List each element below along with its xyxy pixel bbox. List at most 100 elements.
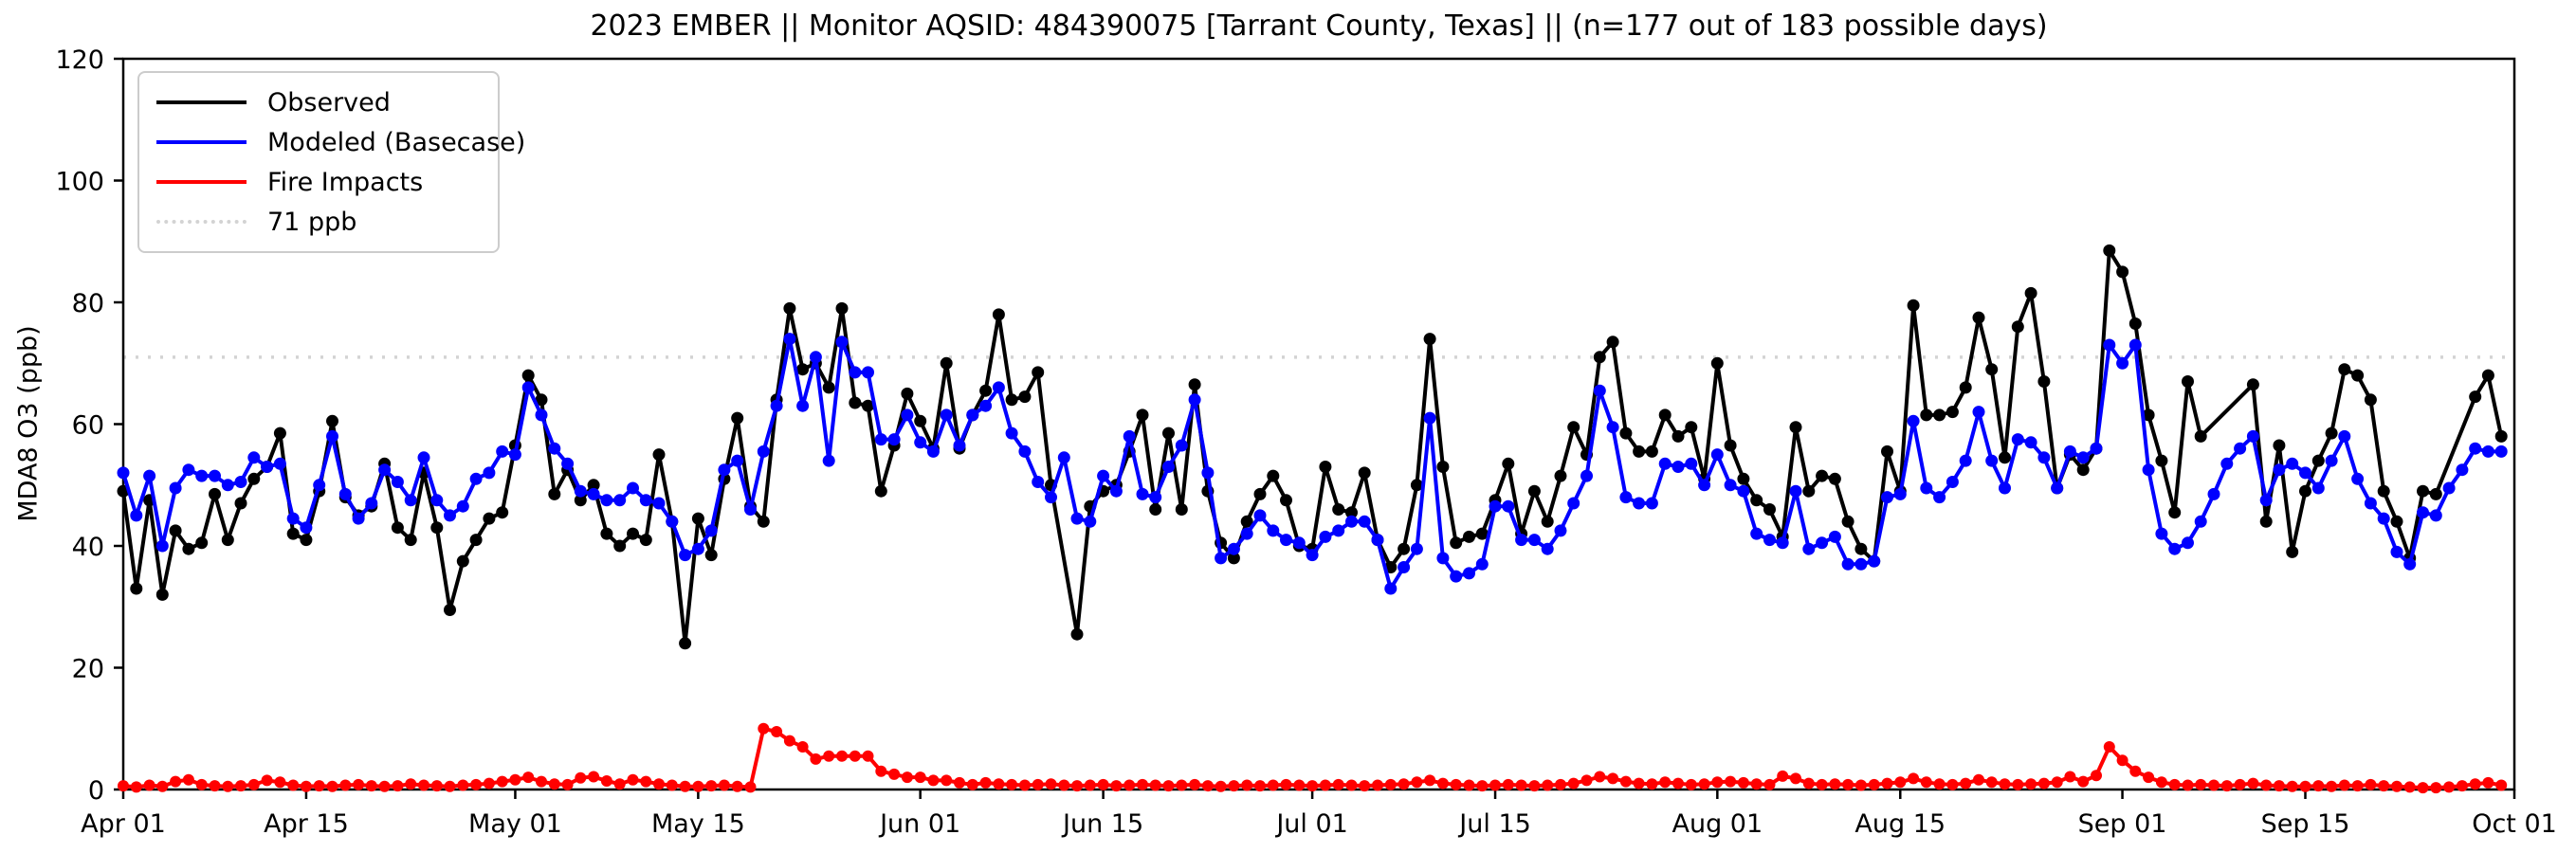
series-fire-impacts-point [731,780,743,792]
series-fire-impacts-point [392,780,404,792]
series-fire-impacts-point [1411,776,1423,789]
series-fire-impacts-point [2351,780,2364,792]
fire-line-swatch [156,180,247,184]
series-fire-impacts-point [2456,780,2468,792]
series-fire-impacts-point [2482,776,2494,789]
series-modeled-point [1332,524,1345,537]
series-observed-point [1737,472,1750,485]
series-modeled-point [1045,491,1057,504]
series-modeled-point [704,524,718,537]
series-modeled-point [1567,497,1580,510]
observed-line-swatch [156,100,247,104]
series-fire-impacts-point [1306,780,1319,792]
series-modeled-point [1893,487,1907,500]
series-fire-impacts-point [2064,771,2076,783]
series-modeled-point [1280,534,1292,547]
series-fire-impacts-point [1319,779,1331,791]
series-modeled-point [770,399,783,412]
y-tick-label: 0 [88,776,104,806]
series-modeled-point [1776,536,1789,550]
series-observed-point [182,542,195,555]
series-modeled-point [1188,393,1201,407]
series-observed-point [652,448,666,462]
series-observed-point [1450,536,1463,550]
series-observed-point [1398,542,1411,555]
series-fire-impacts-point [2273,780,2285,792]
series-observed-point [300,534,313,547]
series-observed-point [1005,393,1018,407]
series-fire-impacts-point [771,726,783,737]
series-fire-impacts-point [339,779,352,791]
series-observed-point [286,527,300,540]
series-modeled-point [822,454,835,467]
series-fire-impacts-point [1908,772,1920,785]
series-modeled-point [1724,479,1737,492]
series-fire-impacts-point [993,778,1005,790]
series-observed-point [2128,318,2142,330]
series-observed-point [679,637,692,650]
series-observed-point [1162,426,1175,440]
series-fire-impacts-point [1084,779,1096,791]
series-modeled-point [901,408,914,422]
series-modeled-point [365,497,378,510]
series-fire-impacts-point [1424,774,1436,787]
series-fire-impacts-point [1607,772,1619,785]
series-observed-point [1633,445,1646,458]
series-modeled-point [1645,497,1658,510]
series-observed-point [1999,451,2011,464]
series-observed-point [496,506,509,519]
series-fire-impacts-point [705,780,718,792]
series-modeled-point [2128,338,2142,352]
series-observed-point [1358,466,1371,480]
series-observed-point [2259,515,2273,528]
series-observed-point [1267,469,1280,482]
series-modeled-point [2481,445,2494,458]
series-modeled-point [313,479,326,492]
series-fire-impacts-point [274,776,286,789]
series-modeled-point [587,487,600,500]
series-fire-impacts-point [1685,778,1697,790]
series-fire-impacts-point [2365,778,2377,790]
series-observed-point [979,384,993,397]
series-modeled-point [1515,534,1528,547]
y-tick-label: 20 [72,655,104,684]
series-fire-impacts-point [1842,778,1854,790]
series-modeled-point [1005,426,1018,440]
series-fire-impacts-point [313,780,325,792]
series-modeled-point [2311,481,2325,495]
x-tick-label: Jun 01 [878,809,960,839]
series-observed-point [1436,461,1450,473]
series-fire-impacts-point [470,778,483,790]
series-modeled [117,333,2508,595]
series-observed-point [1841,515,1854,528]
legend-label-modeled: Modeled (Basecase) [267,127,526,157]
series-fire-impacts-point [666,779,678,791]
series-fire-impacts-point [1293,779,1306,791]
series-modeled-point [273,457,286,470]
series-observed-point [2338,363,2351,376]
series-modeled-point [2273,463,2286,477]
series-observed [117,244,2508,650]
series-fire-impacts-point [640,775,652,788]
series-modeled-point [2403,557,2417,571]
series-fire-impacts-point [118,780,129,792]
series-modeled-point [1672,461,1685,473]
series-fire-impacts-point [1711,776,1724,789]
series-fire-impacts-point [182,773,194,786]
series-fire-impacts [118,722,2508,794]
series-fire-impacts-point [247,778,260,790]
series-observed-point [444,604,456,616]
series-observed-point [195,536,209,550]
y-tick-label: 60 [72,411,104,441]
series-fire-impacts-point [1332,778,1344,790]
series-modeled-point [1450,570,1463,583]
series-fire-impacts-point [548,778,560,790]
series-modeled-point [1750,527,1763,540]
series-modeled-point [613,494,627,507]
series-observed-point [2142,408,2155,422]
series-observed-point [2024,286,2037,299]
series-modeled-point [979,399,993,412]
series-modeled-point [2390,545,2403,558]
series-fire-impacts-point [979,776,992,789]
series-modeled-point [1384,582,1398,595]
